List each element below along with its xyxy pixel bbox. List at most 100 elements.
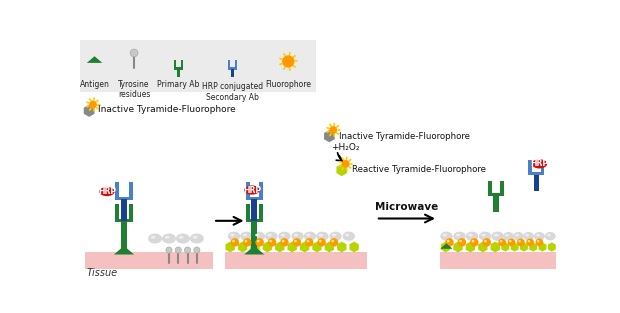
Ellipse shape — [525, 234, 529, 236]
Bar — [488, 193, 504, 196]
Circle shape — [517, 239, 525, 246]
Polygon shape — [440, 244, 453, 249]
Text: Inactive Tyramide-Fluorophore: Inactive Tyramide-Fluorophore — [99, 105, 236, 115]
Ellipse shape — [231, 234, 234, 236]
Circle shape — [508, 239, 515, 246]
Text: Primary Ab: Primary Ab — [157, 80, 200, 89]
Bar — [129, 204, 133, 221]
Bar — [174, 60, 176, 69]
Ellipse shape — [316, 232, 329, 241]
Circle shape — [330, 238, 339, 247]
Ellipse shape — [345, 234, 350, 236]
Circle shape — [185, 247, 191, 253]
Polygon shape — [250, 242, 260, 252]
Polygon shape — [275, 242, 285, 252]
Bar — [177, 69, 180, 77]
Ellipse shape — [505, 234, 509, 236]
Bar — [115, 182, 119, 199]
Bar — [500, 181, 504, 195]
Bar — [231, 69, 234, 77]
Circle shape — [130, 49, 138, 57]
Ellipse shape — [534, 232, 545, 240]
Circle shape — [518, 240, 521, 243]
Ellipse shape — [453, 232, 466, 241]
Bar — [246, 182, 249, 199]
Bar — [228, 67, 237, 70]
Circle shape — [459, 240, 462, 243]
Polygon shape — [529, 242, 537, 252]
Bar — [541, 160, 544, 175]
Circle shape — [331, 240, 334, 243]
Ellipse shape — [515, 234, 519, 236]
Bar — [122, 199, 126, 221]
Bar — [528, 172, 544, 175]
Ellipse shape — [243, 234, 247, 236]
Bar — [528, 160, 532, 175]
Polygon shape — [87, 56, 102, 63]
Circle shape — [89, 101, 97, 108]
Text: HRP: HRP — [98, 187, 116, 196]
Ellipse shape — [281, 234, 285, 236]
Ellipse shape — [291, 232, 304, 241]
Circle shape — [472, 240, 474, 243]
Ellipse shape — [253, 232, 265, 241]
Circle shape — [536, 239, 543, 246]
Circle shape — [484, 240, 487, 243]
Polygon shape — [511, 242, 518, 252]
Circle shape — [166, 247, 172, 253]
Circle shape — [329, 126, 337, 134]
Circle shape — [458, 238, 466, 247]
Ellipse shape — [148, 233, 162, 244]
Polygon shape — [520, 242, 528, 252]
Bar — [534, 175, 539, 191]
Text: +H₂O₂: +H₂O₂ — [331, 143, 360, 152]
Ellipse shape — [165, 236, 170, 239]
Ellipse shape — [151, 236, 156, 239]
Ellipse shape — [99, 187, 115, 196]
Polygon shape — [325, 242, 334, 252]
Circle shape — [282, 55, 294, 68]
Polygon shape — [548, 242, 556, 252]
Polygon shape — [453, 242, 463, 252]
Polygon shape — [288, 242, 297, 252]
Bar — [246, 197, 263, 200]
Circle shape — [319, 240, 322, 243]
Ellipse shape — [532, 159, 547, 168]
Circle shape — [175, 247, 181, 253]
Bar — [235, 60, 237, 69]
Text: Microwave: Microwave — [375, 202, 438, 212]
Circle shape — [306, 240, 309, 243]
Ellipse shape — [440, 232, 453, 241]
Ellipse shape — [342, 232, 355, 241]
Text: Inactive Tyramide-Fluorophore: Inactive Tyramide-Fluorophore — [339, 132, 470, 141]
Text: HRP: HRP — [243, 186, 261, 194]
Polygon shape — [84, 105, 94, 117]
Polygon shape — [300, 242, 309, 252]
Ellipse shape — [306, 234, 311, 236]
Circle shape — [243, 238, 252, 247]
Bar — [246, 204, 249, 221]
Text: Tissue: Tissue — [87, 268, 118, 278]
Ellipse shape — [319, 234, 323, 236]
Ellipse shape — [162, 233, 176, 244]
Polygon shape — [244, 246, 264, 254]
Ellipse shape — [481, 234, 486, 236]
Circle shape — [445, 238, 454, 247]
Circle shape — [509, 240, 512, 243]
Polygon shape — [324, 130, 335, 142]
Ellipse shape — [329, 232, 342, 241]
Polygon shape — [350, 242, 359, 252]
Circle shape — [232, 240, 235, 243]
Text: Fluorophore: Fluorophore — [265, 80, 311, 89]
Polygon shape — [490, 242, 500, 252]
Ellipse shape — [332, 234, 336, 236]
Circle shape — [194, 247, 200, 253]
Text: Antigen: Antigen — [79, 80, 110, 89]
Bar — [224, 252, 366, 269]
Bar — [80, 40, 316, 92]
Bar — [259, 182, 263, 199]
Ellipse shape — [278, 232, 291, 241]
Ellipse shape — [443, 234, 447, 236]
Polygon shape — [263, 242, 272, 252]
Ellipse shape — [503, 232, 514, 240]
